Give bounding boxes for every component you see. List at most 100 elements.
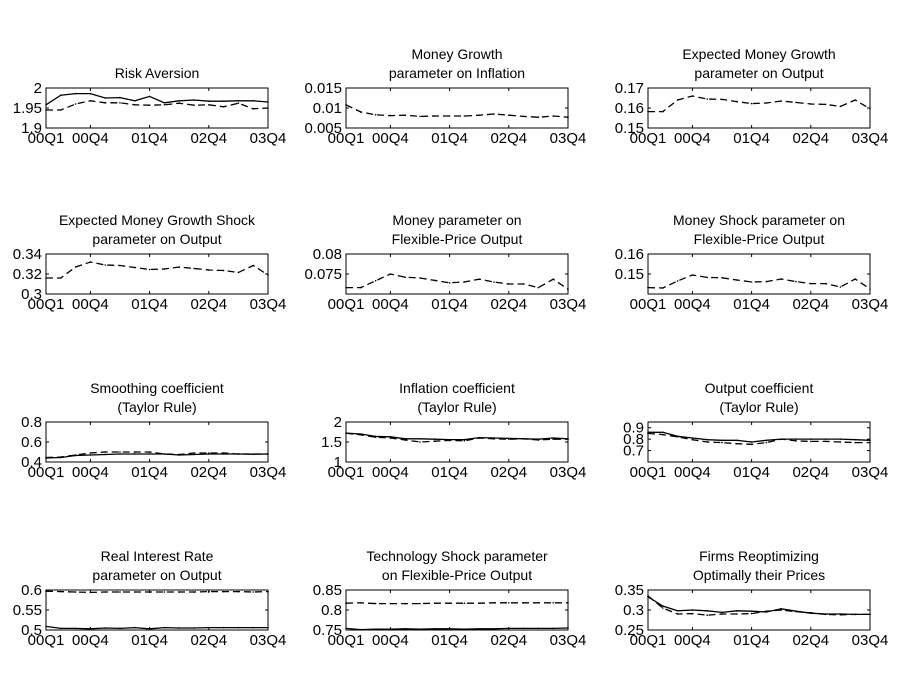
dashed-series-point bbox=[360, 286, 362, 289]
solid-series-point bbox=[404, 628, 407, 630]
y-tick-label: 0.8 bbox=[321, 602, 342, 619]
dashed-series-point bbox=[389, 273, 392, 275]
y-tick-label: 0.075 bbox=[304, 266, 342, 283]
dashed-series-point bbox=[178, 266, 180, 268]
dashed-series-point bbox=[404, 602, 407, 605]
dashed-series-point bbox=[839, 614, 842, 616]
dashed-series-point bbox=[252, 264, 254, 267]
dashed-series-point bbox=[493, 113, 495, 115]
solid-series-point bbox=[434, 628, 436, 630]
dashed-series-point bbox=[706, 98, 708, 100]
dashed-series-point bbox=[104, 264, 106, 266]
solid-series-point bbox=[222, 100, 225, 102]
y-tick-label: 0.34 bbox=[13, 246, 42, 263]
dashed-series-point bbox=[854, 278, 856, 280]
axes-box bbox=[647, 253, 871, 295]
dashed-series-point bbox=[345, 602, 347, 604]
x-tick-label: 01Q4 bbox=[733, 296, 770, 313]
solid-series-point bbox=[45, 625, 47, 628]
x-tick-label: 03Q4 bbox=[550, 464, 587, 481]
dashed-series-point bbox=[537, 602, 540, 604]
dashed-series-point bbox=[824, 613, 827, 616]
solid-series-point bbox=[252, 626, 254, 629]
dashed-series-point bbox=[134, 451, 136, 453]
x-tick-label: 00Q1 bbox=[630, 296, 667, 313]
y-tick-label: 0.6 bbox=[21, 582, 42, 599]
y-tick-label: 0.55 bbox=[13, 602, 42, 619]
dashed-series-point bbox=[104, 591, 106, 593]
dashed-series-point bbox=[89, 100, 92, 102]
solid-series-point bbox=[780, 608, 782, 610]
x-tick-label: 00Q1 bbox=[630, 130, 667, 147]
solid-series-point bbox=[508, 627, 510, 630]
x-tick-label: 02Q4 bbox=[190, 130, 227, 147]
x-tick-label: 02Q4 bbox=[792, 632, 829, 649]
dashed-series-point bbox=[522, 438, 525, 440]
dashed-series-point bbox=[208, 104, 210, 106]
dashed-series-line bbox=[45, 590, 269, 594]
dashed-series-point bbox=[252, 591, 254, 593]
y-tick-label: 0.15 bbox=[615, 120, 644, 137]
dashed-series-point bbox=[360, 434, 362, 436]
dashed-series-point bbox=[89, 591, 92, 594]
dashed-series-point bbox=[267, 107, 269, 109]
solid-series-point bbox=[267, 626, 269, 629]
subplot-3: Expected Money Growth parameter on Output… bbox=[615, 46, 889, 147]
y-tick-label: 0.75 bbox=[313, 622, 342, 639]
dashed-series-point bbox=[736, 279, 738, 281]
x-tick-label: 00Q4 bbox=[372, 632, 409, 649]
dashed-series-point bbox=[463, 115, 466, 117]
x-tick-label: 02Q4 bbox=[490, 130, 527, 147]
dashed-series-point bbox=[434, 279, 436, 282]
solid-series-point bbox=[706, 438, 708, 441]
dashed-series-point bbox=[522, 602, 525, 604]
dashed-series-point bbox=[222, 269, 225, 272]
subplot-title: Flexible-Price Output bbox=[392, 231, 523, 247]
dashed-series-point bbox=[795, 101, 797, 104]
y-tick-label: 0.01 bbox=[313, 100, 342, 117]
solid-series-line bbox=[345, 432, 569, 441]
x-tick-label: 00Q1 bbox=[328, 632, 365, 649]
solid-series-point bbox=[463, 628, 466, 630]
dashed-series-point bbox=[508, 438, 510, 441]
dashed-series-point bbox=[537, 116, 540, 118]
dashed-series-point bbox=[765, 280, 768, 283]
x-tick-label: 02Q4 bbox=[792, 464, 829, 481]
dashed-series-point bbox=[374, 280, 377, 282]
dashed-series-point bbox=[360, 111, 362, 113]
y-tick-label: 2 bbox=[334, 414, 342, 431]
dashed-series-point bbox=[824, 440, 827, 443]
subplot-title: Smoothing coefficient bbox=[90, 380, 224, 396]
dashed-series-point bbox=[567, 602, 569, 604]
dashed-series-point bbox=[419, 441, 421, 443]
subplot-title: Money parameter on bbox=[392, 212, 521, 228]
solid-series-point bbox=[163, 102, 166, 104]
dashed-series-point bbox=[839, 441, 842, 443]
dashed-series-point bbox=[374, 114, 377, 116]
dashed-series-line bbox=[346, 273, 569, 290]
dashed-series-point bbox=[478, 278, 481, 281]
dashed-series-point bbox=[237, 271, 240, 274]
axes-box bbox=[647, 87, 871, 129]
dashed-series-point bbox=[662, 433, 664, 436]
dashed-series-point bbox=[360, 602, 362, 604]
subplot-title: parameter on Output bbox=[92, 231, 221, 247]
dashed-series-point bbox=[478, 602, 481, 604]
dashed-series-point bbox=[134, 104, 136, 106]
subplot-title: parameter on Inflation bbox=[389, 65, 525, 81]
dashed-series-point bbox=[237, 453, 240, 455]
x-tick-label: 00Q4 bbox=[72, 296, 109, 313]
dashed-series-point bbox=[119, 264, 121, 267]
solid-series-point bbox=[810, 438, 812, 440]
y-tick-label: 0.25 bbox=[615, 622, 644, 639]
dashed-series-point bbox=[780, 278, 782, 280]
x-tick-label: 03Q4 bbox=[250, 632, 287, 649]
dashed-series-line bbox=[647, 595, 870, 616]
dashed-series-point bbox=[148, 268, 151, 271]
y-tick-label: 0.8 bbox=[21, 414, 42, 431]
solid-series-point bbox=[178, 100, 180, 102]
dashed-series-point bbox=[721, 613, 723, 615]
solid-series-point bbox=[389, 628, 392, 630]
dashed-series-point bbox=[89, 261, 92, 263]
dashed-series-point bbox=[647, 286, 649, 289]
